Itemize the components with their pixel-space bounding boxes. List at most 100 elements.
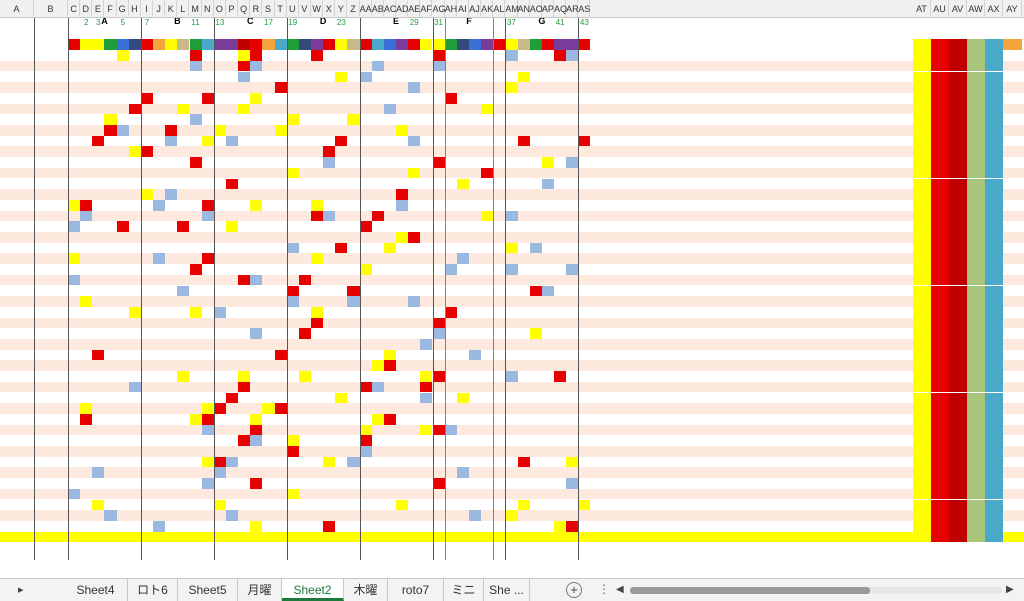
stat-cell[interactable]	[931, 424, 949, 436]
number-header[interactable]	[238, 39, 251, 51]
drawn-number[interactable]	[420, 371, 433, 382]
stat-cell[interactable]	[985, 221, 1003, 232]
stat-cell[interactable]	[949, 189, 967, 200]
stat-cell[interactable]	[949, 349, 967, 361]
drawn-number[interactable]	[396, 328, 408, 339]
drawn-number[interactable]	[238, 71, 251, 83]
stat-cell[interactable]	[985, 264, 1003, 275]
drawn-number[interactable]	[250, 520, 263, 532]
stat-cell[interactable]	[949, 488, 967, 500]
date-cell[interactable]	[0, 72, 34, 83]
drawn-number[interactable]	[554, 50, 567, 61]
drawn-number[interactable]	[92, 104, 104, 115]
drawn-number[interactable]	[481, 103, 494, 115]
date-cell[interactable]	[0, 532, 34, 543]
stat-cell[interactable]	[985, 510, 1003, 521]
drawn-number[interactable]	[286, 296, 299, 307]
drawn-number[interactable]	[420, 510, 432, 521]
drawn-number[interactable]	[177, 103, 190, 115]
prime-marker[interactable]: 11	[191, 18, 200, 27]
stat-cell[interactable]	[949, 167, 967, 179]
stat-cell[interactable]	[985, 403, 1003, 414]
number-header[interactable]	[201, 39, 214, 51]
drawn-number[interactable]	[129, 339, 141, 350]
drawn-number[interactable]	[360, 532, 372, 543]
drawn-number[interactable]	[335, 50, 347, 61]
stat-cell[interactable]	[949, 360, 967, 372]
stat-cell[interactable]	[985, 371, 1003, 382]
drawn-number[interactable]	[541, 285, 554, 297]
drawn-number[interactable]	[140, 189, 154, 200]
stat-cell[interactable]	[913, 50, 931, 61]
sheet-nav-arrow-icon[interactable]: ▸	[18, 584, 24, 596]
drawn-number[interactable]	[481, 296, 493, 307]
column-header[interactable]: AB	[372, 0, 384, 18]
drawn-number[interactable]	[444, 264, 457, 275]
stat-cell[interactable]	[985, 92, 1003, 104]
column-header[interactable]: Y	[335, 0, 348, 18]
column-header[interactable]: T	[275, 0, 287, 18]
stat-cell[interactable]	[913, 510, 931, 521]
drawn-number[interactable]	[396, 199, 409, 211]
column-header[interactable]: Z	[347, 0, 360, 18]
drawn-number[interactable]	[250, 435, 263, 446]
stat-cell[interactable]	[985, 488, 1003, 500]
stat-cell[interactable]	[985, 232, 1003, 243]
stat-cell[interactable]	[913, 125, 931, 136]
stat-cell[interactable]	[949, 135, 967, 147]
drawn-number[interactable]	[165, 189, 178, 200]
sheet-tab[interactable]: 木曜	[344, 579, 388, 601]
drawn-number[interactable]	[238, 103, 251, 115]
stat-cell[interactable]	[985, 467, 1003, 479]
column-header[interactable]: R	[250, 0, 263, 18]
drawn-number[interactable]	[190, 243, 202, 254]
stat-cell[interactable]	[931, 467, 949, 479]
drawn-number[interactable]	[420, 360, 432, 371]
stat-cell[interactable]	[931, 92, 949, 104]
column-header[interactable]: A	[0, 0, 34, 18]
round-cell[interactable]	[34, 532, 68, 543]
stat-cell[interactable]	[913, 253, 931, 265]
stat-cell[interactable]	[931, 392, 949, 404]
stat-cell[interactable]	[949, 125, 967, 136]
sheet-tab[interactable]: Sheet2	[282, 579, 344, 601]
stat-cell[interactable]	[967, 125, 985, 136]
drawn-number[interactable]	[566, 264, 579, 275]
stat-cell[interactable]	[985, 114, 1003, 125]
stat-cell[interactable]	[985, 157, 1003, 168]
drawn-number[interactable]	[432, 328, 445, 339]
drawn-number[interactable]	[250, 60, 263, 72]
drawn-number[interactable]	[129, 510, 141, 521]
drawn-number[interactable]	[250, 274, 263, 286]
drawn-number[interactable]	[128, 146, 141, 158]
round-cell[interactable]	[34, 157, 68, 168]
number-header[interactable]	[541, 39, 554, 51]
stat-cell[interactable]	[985, 520, 1003, 532]
drawn-number[interactable]	[432, 478, 445, 489]
number-header[interactable]	[481, 39, 494, 51]
drawn-number[interactable]	[566, 456, 579, 468]
drawn-number[interactable]	[469, 425, 481, 436]
stat-cell[interactable]	[967, 306, 985, 318]
drawn-number[interactable]	[226, 467, 238, 478]
drawn-number[interactable]	[323, 146, 336, 158]
drawn-number[interactable]	[68, 510, 80, 521]
stat-cell[interactable]	[913, 488, 931, 500]
stat-cell[interactable]	[931, 488, 949, 500]
drawn-number[interactable]	[372, 403, 384, 414]
drawn-number[interactable]	[396, 125, 409, 136]
sheet-tab[interactable]: She ...	[484, 579, 530, 601]
date-cell[interactable]	[0, 457, 34, 468]
sheet-grid[interactable]: 2 3 5 7 11 13 17 19 23 29 31 37 41 43 A B C D E F G	[0, 18, 1024, 578]
drawn-number[interactable]	[80, 413, 93, 425]
drawn-number[interactable]	[323, 157, 336, 168]
date-cell[interactable]	[0, 136, 34, 147]
drawn-number[interactable]	[226, 414, 238, 425]
drawn-number[interactable]	[396, 168, 408, 179]
drawn-number[interactable]	[286, 167, 299, 179]
drawn-number[interactable]	[80, 199, 93, 211]
drawn-number[interactable]	[286, 488, 299, 500]
drawn-number[interactable]	[481, 167, 494, 179]
number-header[interactable]	[68, 39, 81, 51]
drawn-number[interactable]	[226, 93, 238, 104]
